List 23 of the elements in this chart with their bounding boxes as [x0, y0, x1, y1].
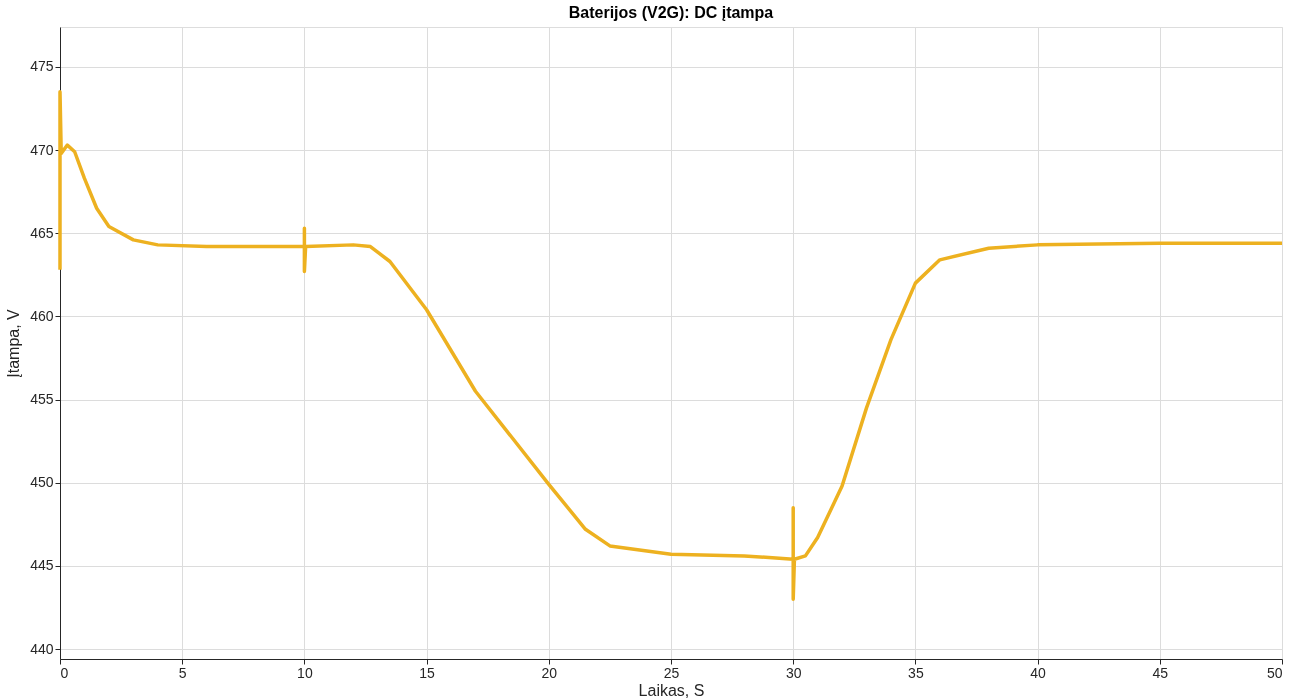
- x-tick-label: 40: [1030, 664, 1047, 681]
- x-tick-label: 20: [541, 664, 558, 681]
- x-tick-label: 25: [663, 664, 680, 681]
- x-tick-label: 5: [178, 664, 187, 681]
- y-tick-label: 445: [30, 557, 54, 574]
- x-tick-label: 35: [908, 664, 924, 681]
- y-tick-label: 465: [30, 224, 54, 241]
- y-tick-label: 440: [30, 640, 54, 657]
- x-tick-label: 30: [785, 664, 802, 681]
- chart-title: Baterijos (V2G): DC įtampa: [568, 4, 774, 21]
- x-axis-title: Laikas, S: [638, 681, 705, 699]
- y-tick-label: 450: [30, 474, 54, 491]
- x-tick-label: 15: [419, 664, 436, 681]
- x-tick-label: 10: [297, 664, 313, 681]
- y-axis-title: Įtampa, V: [5, 308, 23, 378]
- x-tick-label: 45: [1152, 664, 1169, 681]
- line-series: [58, 90, 1284, 601]
- x-tick-label: 50: [1266, 664, 1283, 681]
- y-tick-label: 455: [30, 391, 54, 408]
- y-tick-label: 470: [30, 141, 54, 158]
- x-tick-label: 0: [60, 664, 69, 681]
- y-tick-label: 475: [30, 58, 54, 75]
- y-tick-label: 460: [30, 307, 54, 324]
